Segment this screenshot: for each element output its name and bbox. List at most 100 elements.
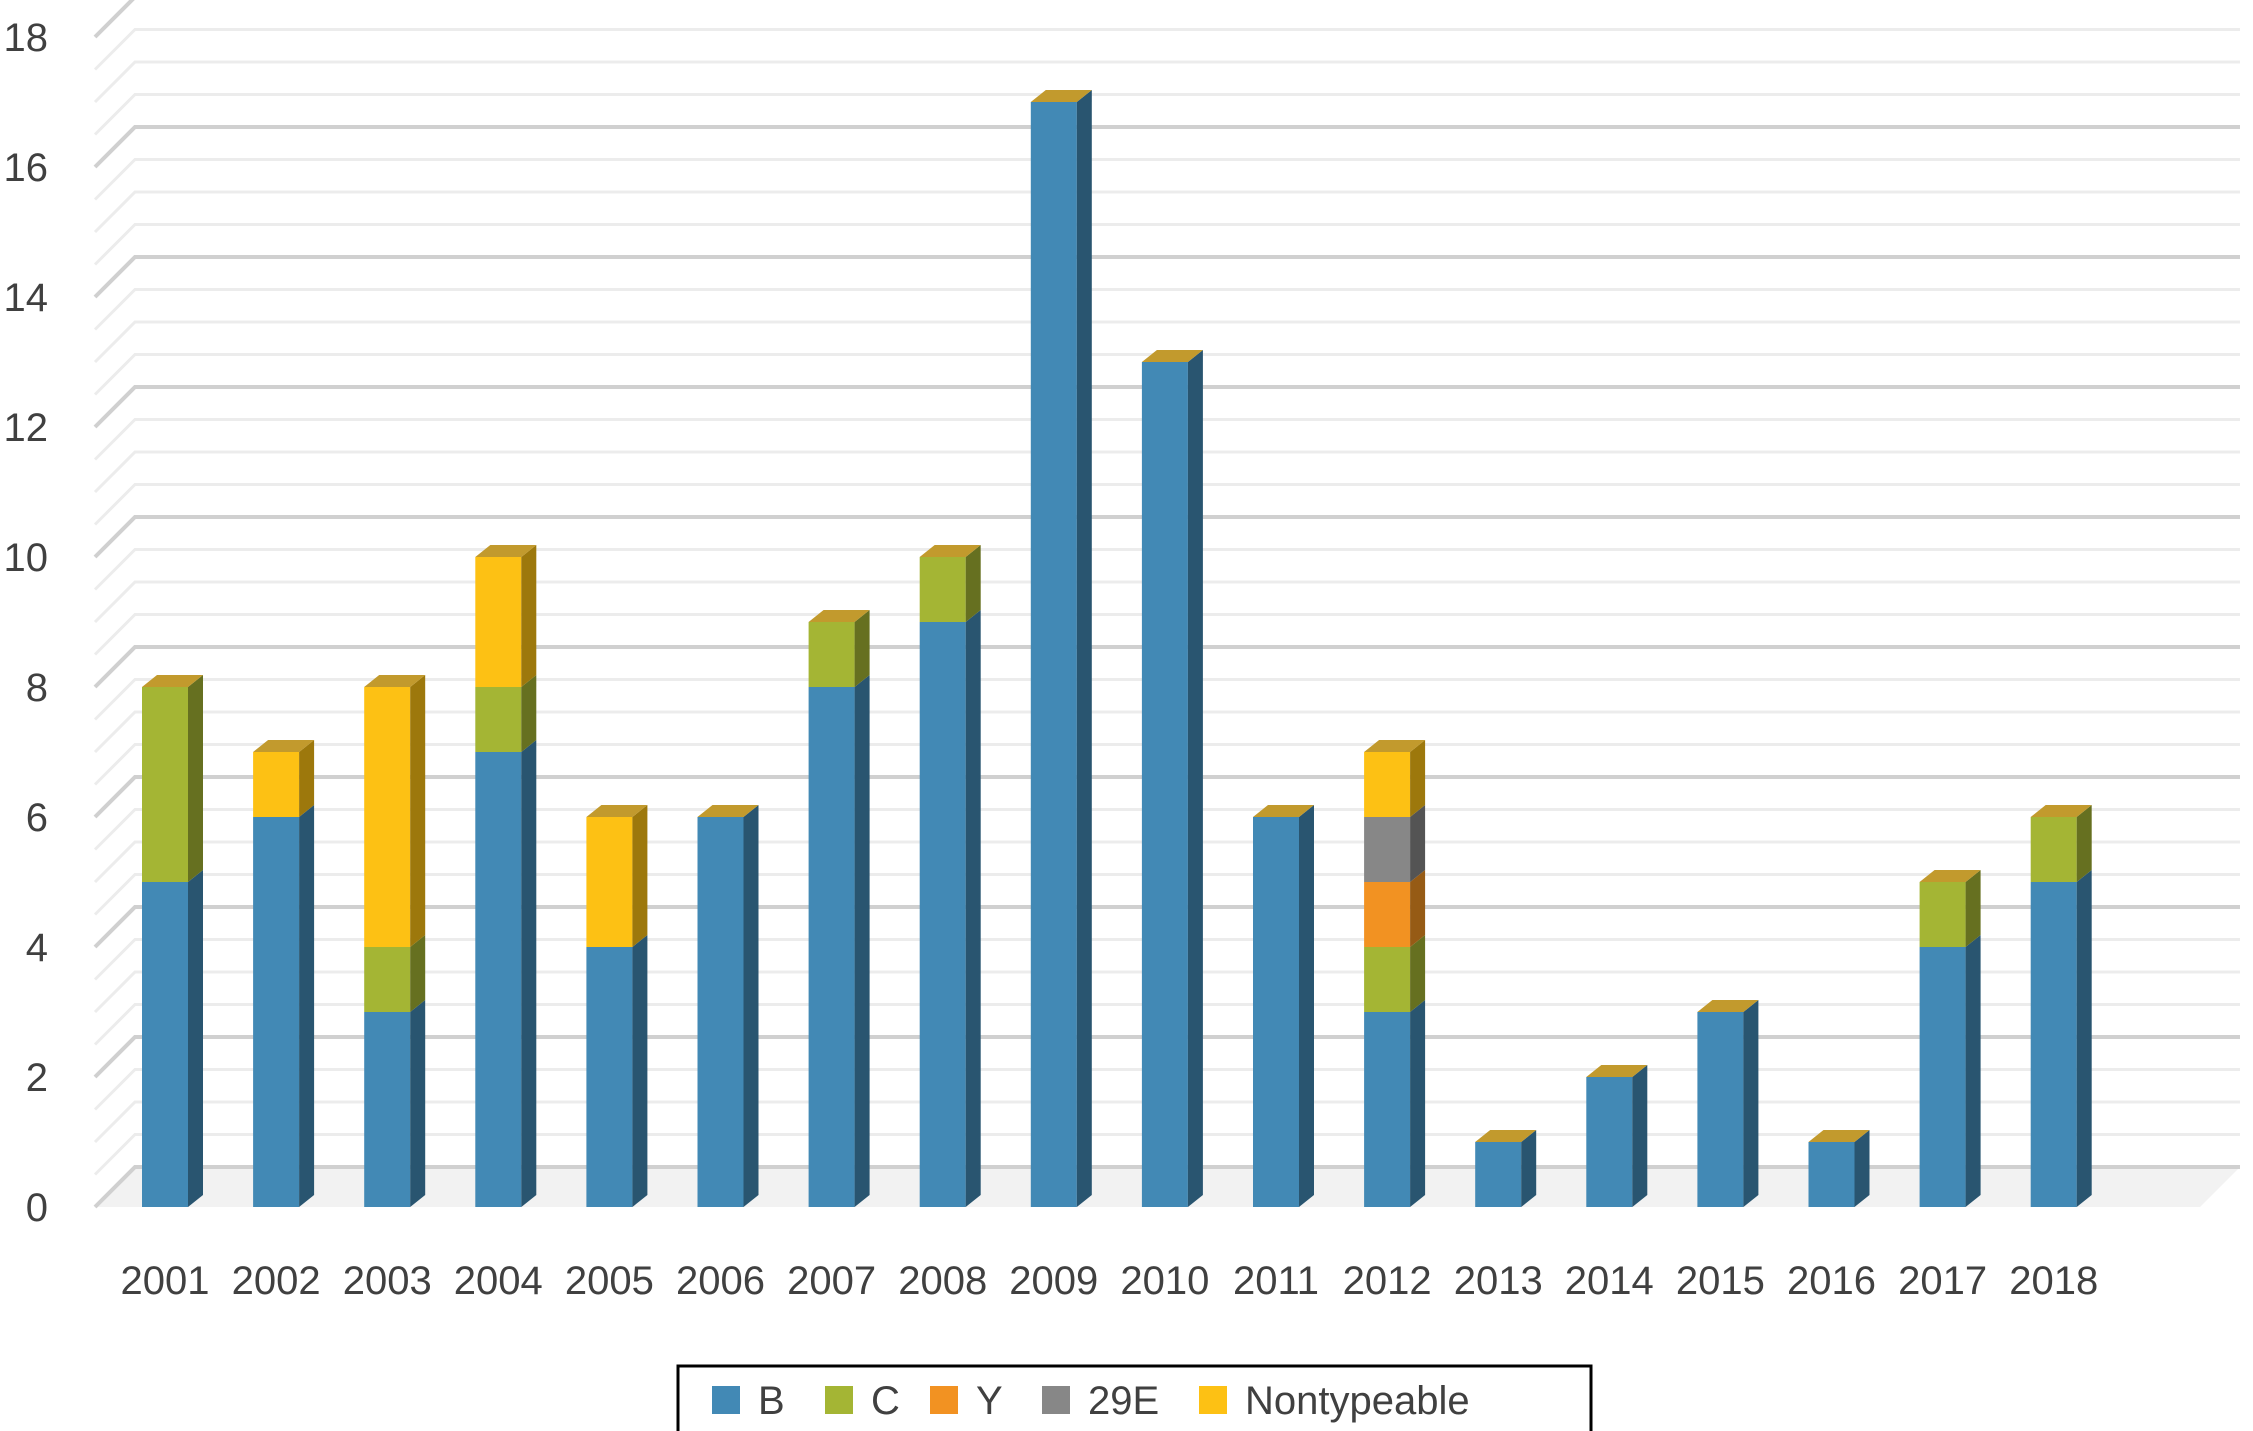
bar-side: [1410, 935, 1426, 1012]
bar-2008: [919, 545, 981, 1207]
bar-front: [2030, 882, 2077, 1207]
minor-gridline: [93, 678, 2240, 721]
legend-swatch: [930, 1386, 958, 1414]
y-axis: 0 2 4 6 8 10 12 14 16 18: [4, 16, 49, 1230]
x-tick-label: 2009: [1009, 1259, 1098, 1303]
bar-2014: [1586, 1065, 1648, 1207]
bar-segment-29E-2012: [1364, 805, 1426, 882]
x-tick-label: 2015: [1676, 1259, 1765, 1303]
bar-top: [1697, 1000, 1759, 1012]
y-tick-label: 10: [4, 536, 49, 580]
bar-top: [142, 675, 203, 687]
minor-gridline: [93, 223, 2240, 266]
bar-side: [1965, 935, 1981, 1207]
bar-segment-B-2017: [1919, 935, 1981, 1207]
bar-front: [919, 622, 966, 1207]
minor-gridline: [93, 938, 2240, 981]
minor-gridline: [93, 808, 2240, 851]
bar-top: [808, 610, 870, 622]
bar-2001: [142, 675, 203, 1207]
bar-top: [364, 675, 426, 687]
legend-swatch: [1199, 1386, 1227, 1414]
y-tick-label: 0: [26, 1186, 48, 1230]
minor-gridline: [93, 1003, 2240, 1046]
x-tick-label: 2004: [454, 1259, 543, 1303]
legend-swatch: [712, 1386, 740, 1414]
bar-segment-B-2015: [1697, 1000, 1759, 1207]
bar-segment-B-2018: [2030, 870, 2092, 1207]
bar-segment-C-2001: [142, 675, 203, 882]
bar-side: [2076, 805, 2092, 882]
bar-segment-C-2018: [2030, 805, 2092, 882]
bar-side: [1521, 1130, 1537, 1207]
bar-front: [364, 1012, 411, 1207]
bar-segment-B-2009: [1030, 90, 1092, 1207]
bar-front: [1808, 1142, 1855, 1207]
bar-side: [1410, 805, 1426, 882]
bar-side: [1743, 1000, 1759, 1207]
bar-front: [364, 947, 411, 1012]
bar-top: [1808, 1130, 1870, 1142]
bar-front: [808, 622, 855, 687]
bar-front: [1364, 752, 1411, 817]
bar-side: [965, 610, 981, 1207]
bar-side: [965, 545, 981, 622]
bar-side: [1410, 740, 1426, 817]
bar-segment-B-2005: [586, 935, 648, 1207]
bar-front: [1364, 817, 1411, 882]
x-tick-label: 2008: [898, 1259, 987, 1303]
major-gridline: [93, 255, 2240, 299]
bar-top: [2030, 805, 2092, 817]
bar-front: [142, 687, 188, 882]
bar-side: [1076, 90, 1092, 1207]
x-tick-label: 2007: [787, 1259, 876, 1303]
major-gridline: [93, 515, 2240, 559]
bar-front: [253, 752, 300, 817]
x-tick-label: 2012: [1343, 1259, 1432, 1303]
minor-gridline: [93, 873, 2240, 916]
bar-2007: [808, 610, 870, 1207]
bar-side: [1410, 870, 1426, 947]
legend-swatch: [825, 1386, 853, 1414]
bar-front: [2030, 817, 2077, 882]
minor-gridline: [93, 1068, 2240, 1111]
bar-segment-C-2008: [919, 545, 981, 622]
x-axis: 2001 2002 2003 2004 2005 2006 2007 2008 2009 2010…: [121, 1259, 2099, 1303]
bar-side: [299, 740, 315, 817]
minor-gridline: [93, 840, 2240, 884]
bar-top: [919, 545, 981, 557]
minor-gridline: [93, 1100, 2240, 1144]
x-tick-label: 2011: [1233, 1259, 1319, 1303]
bar-segment-B-2006: [697, 805, 759, 1207]
bar-2017: [1919, 870, 1981, 1207]
bar-top: [1141, 350, 1203, 362]
legend-label: C: [871, 1379, 900, 1423]
minor-gridline: [93, 93, 2240, 136]
minor-gridline: [93, 320, 2240, 364]
y-tick-label: 8: [26, 666, 48, 710]
bar-side: [1410, 1000, 1426, 1207]
bar-side: [854, 610, 870, 687]
bar-top: [1919, 870, 1981, 882]
bar-2006: [697, 805, 759, 1207]
bar-segment-Nontypeable-2012: [1364, 740, 1426, 817]
bar-side: [1854, 1130, 1870, 1207]
bar-side: [410, 935, 426, 1012]
bar-segment-B-2001: [142, 870, 203, 1207]
y-tick-label: 16: [4, 146, 49, 190]
bar-front: [1364, 947, 1411, 1012]
bar-top: [1030, 90, 1092, 102]
major-gridline: [93, 775, 2240, 819]
legend-item-29E: 29E: [1042, 1379, 1159, 1423]
y-tick-label: 18: [4, 16, 49, 60]
bar-front: [586, 947, 633, 1207]
bar-front: [586, 817, 633, 947]
bar-front: [1475, 1142, 1522, 1207]
x-tick-label: 2006: [676, 1259, 765, 1303]
x-tick-label: 2002: [232, 1259, 321, 1303]
minor-gridline: [93, 970, 2240, 1014]
bar-front: [697, 817, 744, 1207]
bar-front: [364, 687, 411, 947]
x-tick-label: 2013: [1454, 1259, 1543, 1303]
bar-side: [1187, 350, 1203, 1207]
